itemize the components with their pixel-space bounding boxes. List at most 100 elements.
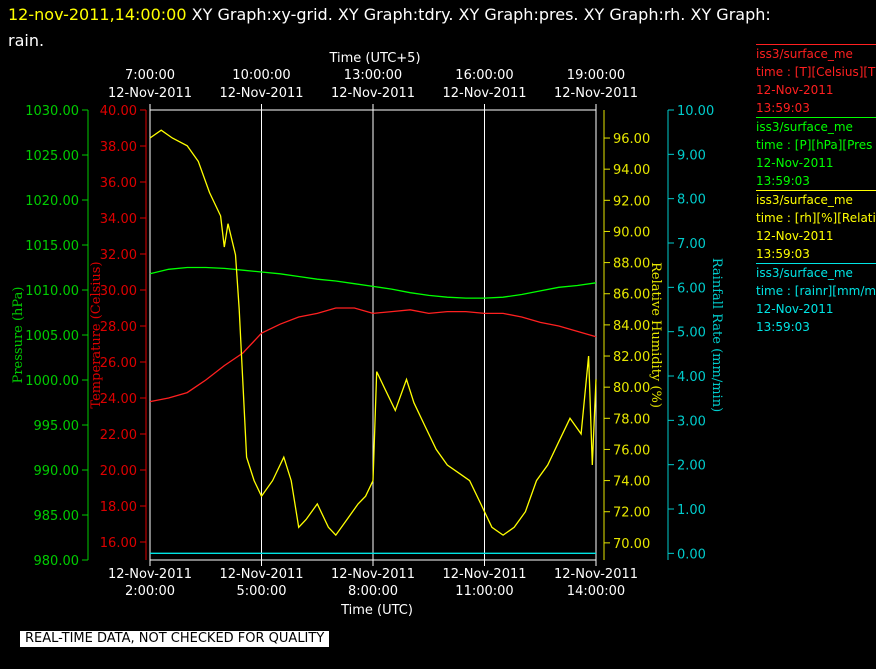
rain-axis-title: Rainfall Rate (mm/min): [709, 258, 724, 412]
rain-tick-label: 9.00: [677, 148, 706, 163]
rh-tick-label: 78.00: [613, 412, 650, 427]
pressure-tick-label: 1005.00: [25, 329, 79, 344]
x-tick-time: 14:00:00: [567, 584, 625, 599]
legend-time: 13:59:03: [756, 174, 810, 188]
top-tick-date: 12-Nov-2011: [108, 86, 192, 101]
temperature-tick-label: 28.00: [100, 320, 137, 335]
rh-tick-label: 76.00: [613, 443, 650, 458]
temperature-tick-label: 30.00: [100, 284, 137, 299]
temperature-tick-label: 18.00: [100, 500, 137, 515]
legend-source: iss3/surface_me: [756, 266, 853, 280]
x-tick-date: 12-Nov-2011: [442, 567, 526, 582]
pressure-tick-label: 1030.00: [25, 104, 79, 119]
top-tick-date: 12-Nov-2011: [442, 86, 526, 101]
pressure-tick-label: 1015.00: [25, 239, 79, 254]
temperature-tick-label: 38.00: [100, 140, 137, 155]
rain-tick-label: 0.00: [677, 547, 706, 562]
temperature-tick-label: 36.00: [100, 176, 137, 191]
pressure-tick-label: 985.00: [34, 509, 80, 524]
rain-tick-label: 1.00: [677, 503, 706, 518]
rh-tick-label: 94.00: [613, 163, 650, 178]
legend-entry-rainfall[interactable]: iss3/surface_me time : [rainr][mm/mi 12-…: [756, 263, 876, 336]
legend-variable: time : [rh][%][Relati: [756, 211, 876, 225]
pressure-tick-label: 980.00: [34, 554, 80, 569]
legend-date: 12-Nov-2011: [756, 229, 834, 243]
pressure-axis-title: Pressure (hPa): [11, 287, 26, 384]
pressure-tick-label: 1010.00: [25, 284, 79, 299]
top-tick-date: 12-Nov-2011: [554, 86, 638, 101]
rain-tick-label: 7.00: [677, 237, 706, 252]
rh-tick-label: 70.00: [613, 537, 650, 552]
legend-entry-temperature[interactable]: iss3/surface_me time : [T][Celsius][T 12…: [756, 44, 876, 117]
pressure-series-line: [149, 266, 597, 299]
x-tick-date: 12-Nov-2011: [554, 567, 638, 582]
top-tick-time: 16:00:00: [455, 68, 513, 83]
pressure-tick-label: 990.00: [34, 464, 80, 479]
graph-title-rain: XY Graph:: [690, 5, 771, 24]
top-tick-time: 10:00:00: [232, 68, 290, 83]
temperature-tick-label: 22.00: [100, 428, 137, 443]
legend-date: 12-Nov-2011: [756, 83, 834, 97]
temperature-tick-label: 20.00: [100, 464, 137, 479]
top-tick-time: 13:00:00: [344, 68, 402, 83]
graph-title-rain-cont: rain.: [8, 31, 45, 50]
pressure-tick-label: 1000.00: [25, 374, 79, 389]
rh-tick-label: 84.00: [613, 319, 650, 334]
rh-tick-label: 88.00: [613, 257, 650, 272]
legend-source: iss3/surface_me: [756, 120, 853, 134]
legend-variable: time : [P][hPa][Pres: [756, 138, 873, 152]
legend-entry-humidity[interactable]: iss3/surface_me time : [rh][%][Relati 12…: [756, 190, 876, 263]
rh-tick-label: 92.00: [613, 194, 650, 209]
temperature-axis-title: Temperature (Celsius): [89, 261, 104, 408]
legend-entry-pressure[interactable]: iss3/surface_me time : [P][hPa][Pres 12-…: [756, 117, 876, 190]
rh-axis-title: Relative Humidity (%): [648, 262, 663, 408]
timestamp: 12-nov-2011,14:00:00: [8, 5, 187, 24]
top-tick-time: 19:00:00: [567, 68, 625, 83]
rain-tick-label: 5.00: [677, 326, 706, 341]
rh-tick-label: 90.00: [613, 225, 650, 240]
x-tick-date: 12-Nov-2011: [108, 567, 192, 582]
x-tick-time: 11:00:00: [455, 584, 513, 599]
legend-time: 13:59:03: [756, 101, 810, 115]
rain-tick-label: 3.00: [677, 414, 706, 429]
rh-tick-label: 74.00: [613, 475, 650, 490]
rh-tick-label: 82.00: [613, 350, 650, 365]
rain-tick-label: 2.00: [677, 459, 706, 474]
x-tick-date: 12-Nov-2011: [219, 567, 303, 582]
graph-title-pres: XY Graph:pres.: [458, 5, 579, 24]
temperature-tick-label: 24.00: [100, 392, 137, 407]
legend-time: 13:59:03: [756, 320, 810, 334]
x-tick-time: 5:00:00: [236, 584, 286, 599]
legend-date: 12-Nov-2011: [756, 156, 834, 170]
temperature-tick-label: 32.00: [100, 248, 137, 263]
rh-tick-label: 96.00: [613, 132, 650, 147]
top-axis-title: Time (UTC+5): [328, 51, 420, 66]
temperature-series-line: [149, 307, 597, 403]
quality-disclaimer: REAL-TIME DATA, NOT CHECKED FOR QUALITY: [20, 631, 330, 647]
rain-tick-label: 8.00: [677, 193, 706, 208]
pressure-tick-label: 1025.00: [25, 149, 79, 164]
legend-variable: time : [T][Celsius][T: [756, 65, 876, 79]
graph-title-xy-grid: XY Graph:xy-grid.: [191, 5, 333, 24]
x-tick-time: 8:00:00: [348, 584, 398, 599]
pressure-tick-label: 1020.00: [25, 194, 79, 209]
legend: iss3/surface_me time : [T][Celsius][T 12…: [756, 44, 876, 336]
top-tick-date: 12-Nov-2011: [219, 86, 303, 101]
rain-tick-label: 10.00: [677, 104, 714, 119]
rh-tick-label: 86.00: [613, 288, 650, 303]
temperature-tick-label: 34.00: [100, 212, 137, 227]
top-tick-time: 7:00:00: [125, 68, 175, 83]
x-tick-time: 2:00:00: [125, 584, 175, 599]
temperature-tick-label: 40.00: [100, 104, 137, 119]
x-tick-date: 12-Nov-2011: [331, 567, 415, 582]
x-axis-title: Time (UTC): [340, 603, 413, 618]
rh-tick-label: 72.00: [613, 506, 650, 521]
legend-source: iss3/surface_me: [756, 193, 853, 207]
graph-title-rh: XY Graph:rh.: [583, 5, 686, 24]
legend-variable: time : [rainr][mm/mi: [756, 284, 876, 298]
legend-time: 13:59:03: [756, 247, 810, 261]
pressure-tick-label: 995.00: [34, 419, 80, 434]
temperature-tick-label: 26.00: [100, 356, 137, 371]
legend-date: 12-Nov-2011: [756, 302, 834, 316]
